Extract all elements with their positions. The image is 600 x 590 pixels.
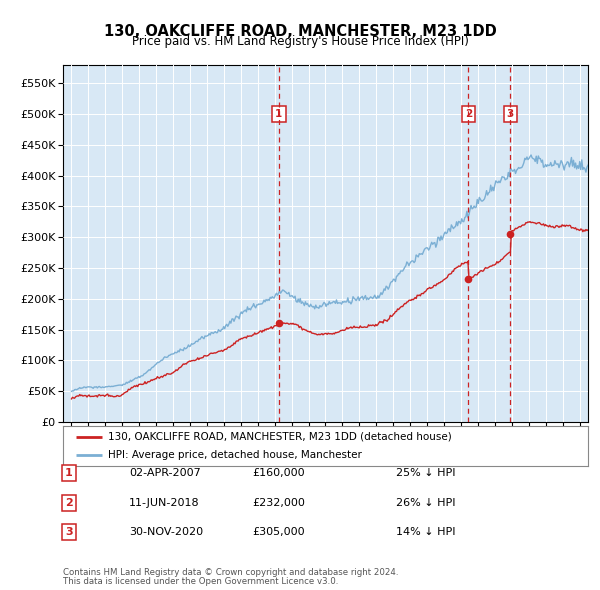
Text: 2: 2 [465,109,472,119]
Text: 2: 2 [65,498,73,507]
Text: 25% ↓ HPI: 25% ↓ HPI [396,468,455,478]
Text: 3: 3 [507,109,514,119]
Text: £232,000: £232,000 [253,498,305,507]
Text: Price paid vs. HM Land Registry's House Price Index (HPI): Price paid vs. HM Land Registry's House … [131,35,469,48]
Text: £305,000: £305,000 [253,527,305,537]
Text: HPI: Average price, detached house, Manchester: HPI: Average price, detached house, Manc… [107,450,361,460]
Text: 1: 1 [65,468,73,478]
Text: 02-APR-2007: 02-APR-2007 [129,468,201,478]
Text: £160,000: £160,000 [253,468,305,478]
Text: This data is licensed under the Open Government Licence v3.0.: This data is licensed under the Open Gov… [63,577,338,586]
Text: 11-JUN-2018: 11-JUN-2018 [129,498,200,507]
Text: 1: 1 [275,109,283,119]
Text: 3: 3 [65,527,73,537]
Text: 30-NOV-2020: 30-NOV-2020 [129,527,203,537]
Text: 26% ↓ HPI: 26% ↓ HPI [396,498,455,507]
Text: 130, OAKCLIFFE ROAD, MANCHESTER, M23 1DD: 130, OAKCLIFFE ROAD, MANCHESTER, M23 1DD [104,24,496,38]
Text: 130, OAKCLIFFE ROAD, MANCHESTER, M23 1DD (detached house): 130, OAKCLIFFE ROAD, MANCHESTER, M23 1DD… [107,432,451,442]
Text: 14% ↓ HPI: 14% ↓ HPI [396,527,455,537]
Text: Contains HM Land Registry data © Crown copyright and database right 2024.: Contains HM Land Registry data © Crown c… [63,568,398,577]
